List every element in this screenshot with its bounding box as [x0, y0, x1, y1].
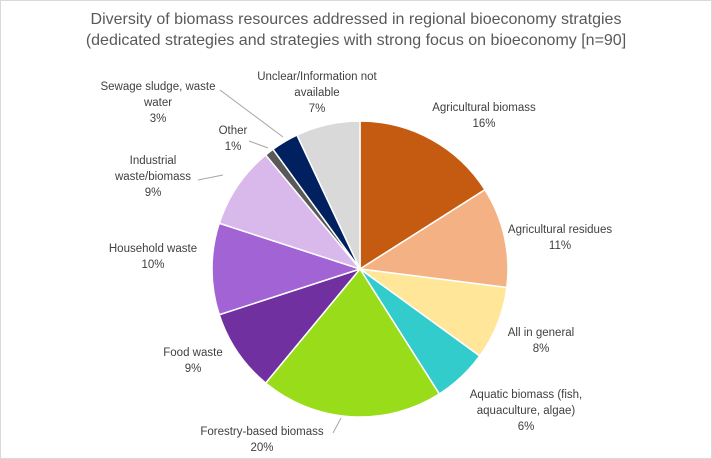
slice-label-7: Household waste 10% [109, 243, 197, 271]
slice-label-8: Industrial waste/biomass 9% [114, 155, 191, 199]
slice-label-11: Unclear/Information not available 7% [257, 71, 377, 115]
pie-slice-5 [264, 267, 441, 418]
pie-slice-11 [295, 120, 361, 270]
slice-label-10: Sewage sludge, waste water 3% [100, 81, 215, 125]
pie-slice-8 [218, 153, 363, 271]
slice-label-4: Aquatic biomass (fish, aquaculture, algae… [470, 389, 583, 433]
pie-slice-1 [359, 120, 486, 271]
leader-line-8 [197, 174, 224, 181]
pie-slice-7 [211, 222, 363, 316]
slice-label-1: Agricultural biomass 16% [432, 102, 536, 130]
chart-title-line-1: Diversity of biomass resources addressed… [90, 11, 622, 28]
pie-slice-6 [218, 267, 363, 385]
slice-label-6: Food waste 9% [163, 347, 222, 375]
slice-label-3: All in general 8% [508, 327, 574, 355]
leader-line-10 [219, 89, 284, 138]
slice-label-2: Agricultural residues 11% [508, 224, 612, 252]
chart-title-line-2: (dedicated strategies and strategies wit… [85, 32, 627, 49]
chart-title: Diversity of biomass resources addressed… [0, 9, 712, 51]
slice-label-9: Other 1% [219, 125, 248, 153]
slice-label-5: Forestry-based biomass 20% [200, 426, 324, 454]
leader-line-9 [248, 140, 269, 149]
leader-line-5 [332, 417, 342, 434]
pie-slice-2 [357, 188, 509, 289]
